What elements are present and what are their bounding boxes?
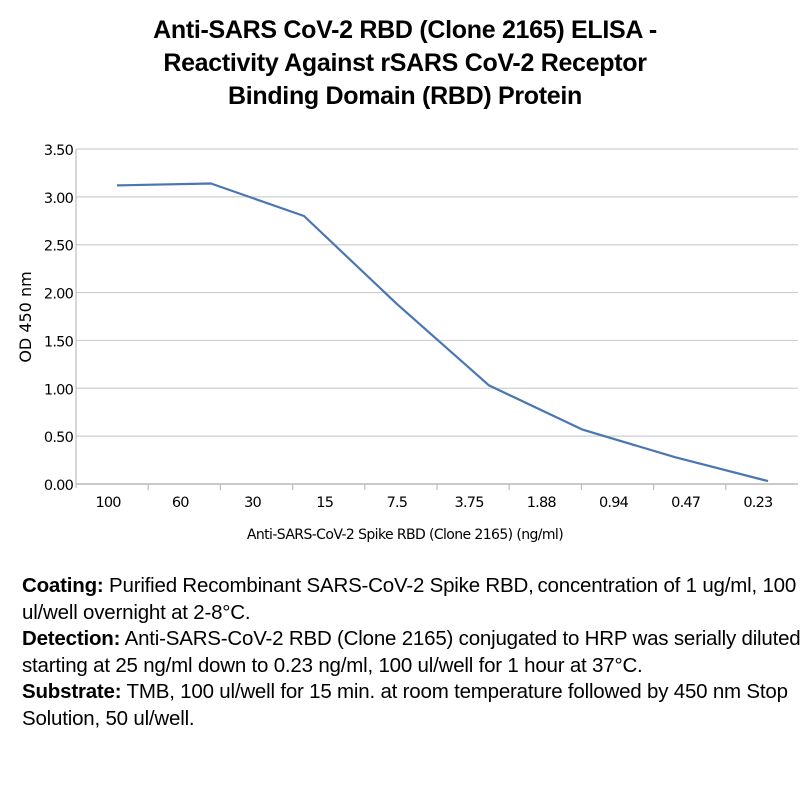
title-line-3: Binding Domain (RBD) Protein	[227, 82, 583, 110]
y-tick-label: 3.50	[44, 143, 74, 159]
x-axis-ticks: 100 60 30 15 7.5 3.75 1.88 0.94 0.47 0.23	[95, 484, 774, 511]
y-tick-label: 0.50	[44, 430, 74, 446]
y-tick-label: 1.50	[44, 334, 74, 350]
note-coating: Coating: Purified Recombinant SARS-CoV-2…	[22, 573, 802, 626]
note-text: Anti-SARS-CoV-2 RBD (Clone 2165) conjuga…	[22, 627, 801, 677]
note-label: Coating:	[22, 574, 104, 597]
x-tick-label: 1.88	[527, 495, 557, 511]
y-tick-label: 0.00	[44, 478, 74, 494]
x-tick-label: 15	[316, 495, 333, 511]
line-chart: 0.00 0.50 1.00 1.50 2.00 2.50 3.00 3.50 100 60 30…	[16, 143, 798, 511]
y-tick-label: 1.00	[44, 382, 74, 398]
gridlines	[75, 148, 798, 488]
title-line-1: Anti-SARS CoV-2 RBD (Clone 2165) ELISA -	[153, 16, 657, 44]
note-label: Substrate:	[22, 680, 122, 703]
x-tick-label: 30	[244, 495, 261, 511]
y-axis-ticks: 0.00 0.50 1.00 1.50 2.00 2.50 3.00 3.50	[44, 143, 74, 494]
chart-title: Anti-SARS CoV-2 RBD (Clone 2165) ELISA -…	[0, 14, 810, 113]
y-tick-label: 2.00	[44, 287, 74, 303]
y-tick-label: 3.00	[44, 191, 74, 207]
data-series-line	[116, 182, 769, 483]
x-tick-label: 100	[95, 495, 121, 511]
note-label: Detection:	[22, 627, 121, 650]
x-axis-label: Anti-SARS-CoV-2 Spike RBD (Clone 2165) (…	[246, 527, 564, 543]
x-tick-label: 0.23	[743, 495, 773, 511]
x-tick-label: 0.47	[671, 495, 700, 511]
note-substrate: Substrate: TMB, 100 ul/well for 15 min. …	[22, 679, 802, 732]
x-tick-label: 60	[172, 495, 189, 511]
x-tick-label: 0.94	[599, 495, 629, 511]
protocol-notes: Coating: Purified Recombinant SARS-CoV-2…	[22, 573, 802, 732]
y-tick-label: 2.50	[44, 239, 74, 255]
note-detection: Detection: Anti-SARS-CoV-2 RBD (Clone 21…	[22, 626, 802, 679]
x-tick-label: 7.5	[387, 495, 408, 511]
title-line-2: Reactivity Against rSARS CoV-2 Receptor	[163, 49, 647, 77]
note-text: TMB, 100 ul/well for 15 min. at room tem…	[22, 680, 788, 730]
y-axis-label: OD 450 nm	[16, 271, 35, 362]
x-tick-label: 3.75	[455, 495, 484, 511]
note-text: Purified Recombinant SARS-CoV-2 Spike RB…	[22, 574, 797, 624]
